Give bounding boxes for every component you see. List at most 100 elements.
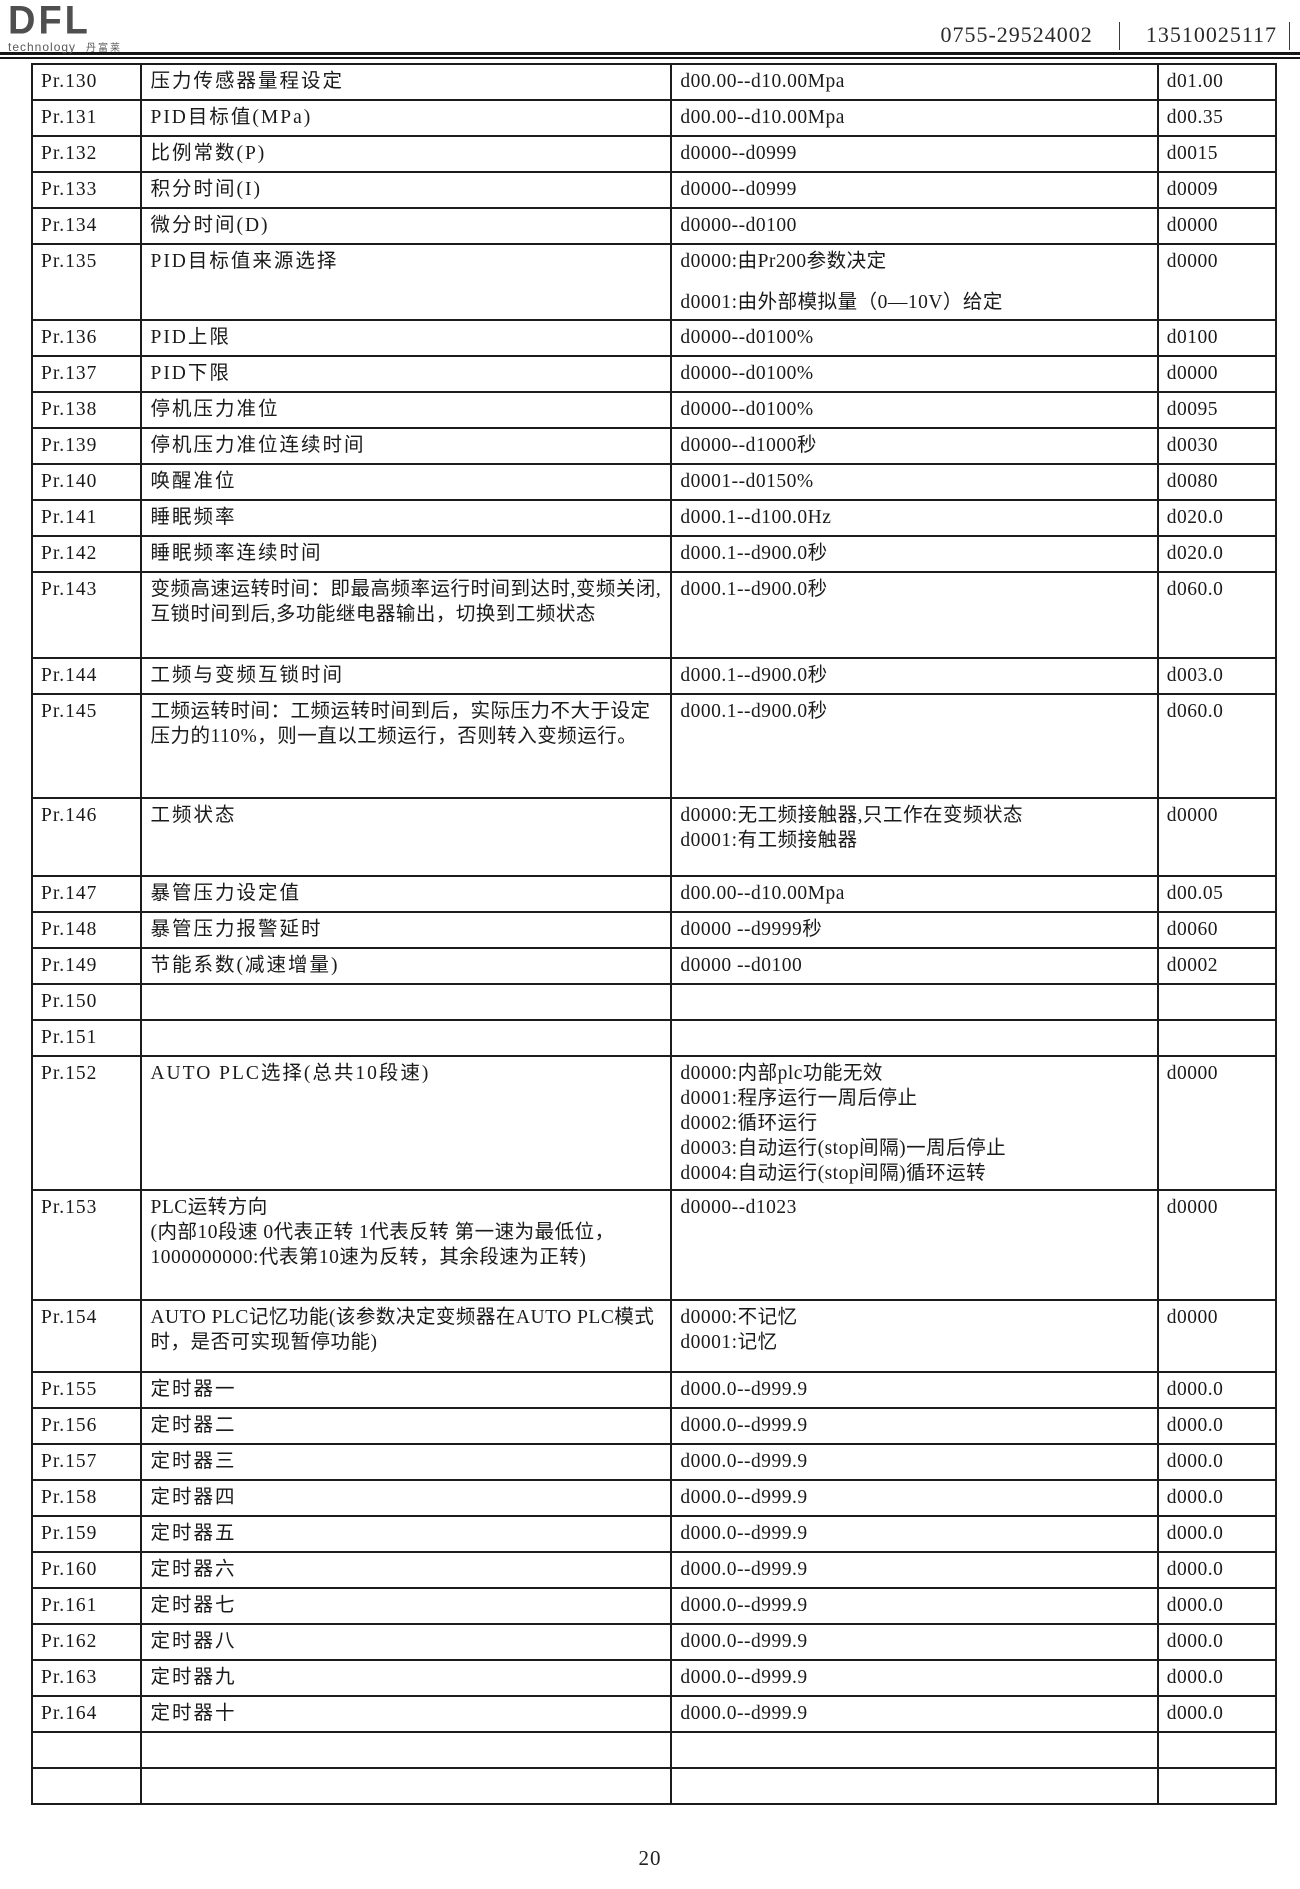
param-range-cell bbox=[670, 1767, 1159, 1805]
param-range-cell: d0000:不记忆 d0001:记忆 bbox=[670, 1299, 1159, 1373]
table-row: Pr.135 PID目标值来源选择 d0000:由Pr200参数决定 d0001:由外… bbox=[30, 243, 1278, 321]
param-range-cell: d0000:内部plc功能无效 d0001:程序运行一周后停止 d0002:循环运行… bbox=[670, 1055, 1159, 1191]
param-range-line: d0000:不记忆 bbox=[680, 1307, 798, 1328]
param-name-line: 唤醒准位 bbox=[150, 471, 237, 492]
param-name-line: PID目标值(MPa) bbox=[150, 107, 313, 128]
param-range-line: d000.1--d900.0秒 bbox=[680, 579, 828, 600]
param-default-cell: d0000 bbox=[1156, 243, 1278, 321]
param-default-cell: d0000 bbox=[1156, 207, 1278, 245]
param-range-cell: d0000 --d0100 bbox=[670, 947, 1159, 985]
param-range-line: d0000--d0999 bbox=[680, 179, 797, 200]
param-name-line: 工频运转时间：工频运转时间到后，实际压力不大于设定压力的110%，则一直以工频运… bbox=[150, 701, 651, 747]
param-range-cell: d000.0--d999.9 bbox=[670, 1407, 1159, 1445]
table-row: Pr.149 节能系数(减速增量) d0000 --d0100 d0002 bbox=[30, 947, 1278, 985]
param-name-cell: 工频状态 bbox=[140, 797, 673, 877]
param-range-line: d0001:由外部模拟量（0—10V）给定 bbox=[680, 292, 1003, 313]
page-footer: 20 bbox=[0, 1846, 1300, 1871]
page-header: DFL technology 丹富莱 0755-29524002 1351002… bbox=[0, 0, 1300, 54]
param-default-cell: d0015 bbox=[1156, 135, 1278, 173]
param-name-cell: 定时器五 bbox=[140, 1515, 673, 1553]
param-name-cell: 停机压力准位连续时间 bbox=[140, 427, 673, 465]
param-name-line: 变频高速运转时间：即最高频率运行时间到达时,变频关闭,互锁时间到后,多功能继电器… bbox=[150, 579, 662, 625]
param-range-line: d000.0--d999.9 bbox=[680, 1631, 808, 1652]
param-no-cell: Pr.148 bbox=[30, 911, 143, 949]
param-name-line: 暴管压力设定值 bbox=[150, 883, 301, 904]
param-range-line: d0000--d0100% bbox=[680, 363, 814, 384]
param-range-line: d0000--d0100 bbox=[680, 215, 797, 236]
param-no-cell: Pr.142 bbox=[30, 535, 143, 573]
param-range-cell: d000.0--d999.9 bbox=[670, 1371, 1159, 1409]
param-default-cell: d000.0 bbox=[1156, 1371, 1278, 1409]
param-name-cell: 工频运转时间：工频运转时间到后，实际压力不大于设定压力的110%，则一直以工频运… bbox=[140, 693, 673, 799]
param-range-cell: d000.1--d900.0秒 bbox=[670, 693, 1159, 799]
table-row: Pr.139 停机压力准位连续时间 d0000--d1000秒 d0030 bbox=[30, 427, 1278, 465]
param-default-cell: d0009 bbox=[1156, 171, 1278, 209]
param-name-line: PID目标值来源选择 bbox=[150, 251, 339, 272]
param-no-cell: Pr.163 bbox=[30, 1659, 143, 1697]
param-range-cell: d00.00--d10.00Mpa bbox=[670, 63, 1159, 101]
param-default-cell: d0002 bbox=[1156, 947, 1278, 985]
table-row: Pr.134 微分时间(D) d0000--d0100 d0000 bbox=[30, 207, 1278, 245]
param-range-line: d0000 --d9999秒 bbox=[680, 919, 823, 940]
param-name-cell: 定时器一 bbox=[140, 1371, 673, 1409]
param-name-line: 定时器一 bbox=[150, 1379, 237, 1400]
table-row: Pr.146 工频状态 d0000:无工频接触器,只工作在变频状态 d0001:有工频… bbox=[30, 797, 1278, 877]
param-range-cell: d000.0--d999.9 bbox=[670, 1623, 1159, 1661]
param-default-cell: d0000 bbox=[1156, 1299, 1278, 1373]
param-range-cell: d000.0--d999.9 bbox=[670, 1515, 1159, 1553]
param-range-line: d000.1--d900.0秒 bbox=[680, 665, 828, 686]
param-default-cell: d000.0 bbox=[1156, 1623, 1278, 1661]
param-name-cell bbox=[140, 1019, 673, 1057]
param-range-line: d0000:无工频接触器,只工作在变频状态 bbox=[680, 805, 1023, 826]
param-no-cell: Pr.156 bbox=[30, 1407, 143, 1445]
table-row: Pr.155 定时器一 d000.0--d999.9 d000.0 bbox=[30, 1371, 1278, 1409]
param-no-cell bbox=[30, 1767, 143, 1805]
param-no-cell: Pr.134 bbox=[30, 207, 143, 245]
table-row: Pr.137 PID下限 d0000--d0100% d0000 bbox=[30, 355, 1278, 393]
param-default-cell: d060.0 bbox=[1156, 693, 1278, 799]
param-default-cell: d020.0 bbox=[1156, 535, 1278, 573]
param-name-line: 比例常数(P) bbox=[150, 143, 267, 164]
table-row: Pr.142 睡眠频率连续时间 d000.1--d900.0秒 d020.0 bbox=[30, 535, 1278, 573]
param-range-cell: d0000--d0100% bbox=[670, 355, 1159, 393]
param-name-cell: 暴管压力设定值 bbox=[140, 875, 673, 913]
param-default-cell: d000.0 bbox=[1156, 1443, 1278, 1481]
param-default-cell: d0030 bbox=[1156, 427, 1278, 465]
param-no-cell: Pr.153 bbox=[30, 1189, 143, 1301]
table-row: Pr.152 AUTO PLC选择(总共10段速) d0000:内部plc功能无效 d… bbox=[30, 1055, 1278, 1191]
param-default-cell: d00.35 bbox=[1156, 99, 1278, 137]
table-row: Pr.136 PID上限 d0000--d0100% d0100 bbox=[30, 319, 1278, 357]
param-default-cell: d000.0 bbox=[1156, 1515, 1278, 1553]
param-range-cell bbox=[670, 1019, 1159, 1057]
param-range-line: d000.0--d999.9 bbox=[680, 1415, 808, 1436]
param-range-line: d00.00--d10.00Mpa bbox=[680, 107, 845, 128]
header-double-rule bbox=[0, 52, 1300, 59]
param-name-line: 定时器五 bbox=[150, 1523, 237, 1544]
param-name-line: 暴管压力报警延时 bbox=[150, 919, 323, 940]
param-name-cell: 节能系数(减速增量) bbox=[140, 947, 673, 985]
param-no-cell: Pr.155 bbox=[30, 1371, 143, 1409]
param-range-line: d000.0--d999.9 bbox=[680, 1379, 808, 1400]
param-range-cell: d000.0--d999.9 bbox=[670, 1695, 1159, 1733]
param-no-cell: Pr.146 bbox=[30, 797, 143, 877]
table-row: Pr.156 定时器二 d000.0--d999.9 d000.0 bbox=[30, 1407, 1278, 1445]
param-name-cell: 停机压力准位 bbox=[140, 391, 673, 429]
param-range-cell: d0001--d0150% bbox=[670, 463, 1159, 501]
table-row: Pr.160 定时器六 d000.0--d999.9 d000.0 bbox=[30, 1551, 1278, 1589]
param-range-line: d0001:程序运行一周后停止 bbox=[680, 1088, 918, 1109]
param-no-cell: Pr.138 bbox=[30, 391, 143, 429]
param-default-cell: d0080 bbox=[1156, 463, 1278, 501]
param-default-cell: d0100 bbox=[1156, 319, 1278, 357]
table-row: Pr.130 压力传感器量程设定 d00.00--d10.00Mpa d01.00 bbox=[30, 63, 1278, 101]
param-name-line: PID下限 bbox=[150, 363, 231, 384]
table-row bbox=[30, 1731, 1278, 1769]
param-name-cell: 积分时间(I) bbox=[140, 171, 673, 209]
table-row: Pr.144 工频与变频互锁时间 d000.1--d900.0秒 d003.0 bbox=[30, 657, 1278, 695]
param-range-cell: d0000 --d9999秒 bbox=[670, 911, 1159, 949]
param-name-cell: 压力传感器量程设定 bbox=[140, 63, 673, 101]
param-name-cell: 微分时间(D) bbox=[140, 207, 673, 245]
param-default-cell: d01.00 bbox=[1156, 63, 1278, 101]
param-name-line: 工频与变频互锁时间 bbox=[150, 665, 344, 686]
table-row: Pr.140 唤醒准位 d0001--d0150% d0080 bbox=[30, 463, 1278, 501]
param-range-line: d000.0--d999.9 bbox=[680, 1523, 808, 1544]
